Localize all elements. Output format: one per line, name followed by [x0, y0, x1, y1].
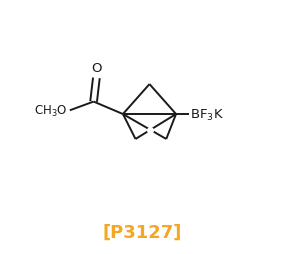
Text: BF$_3$K: BF$_3$K: [190, 107, 224, 122]
Text: CH$_3$O: CH$_3$O: [34, 103, 67, 118]
Text: [P3127]: [P3127]: [103, 223, 182, 241]
Text: O: O: [91, 62, 102, 75]
